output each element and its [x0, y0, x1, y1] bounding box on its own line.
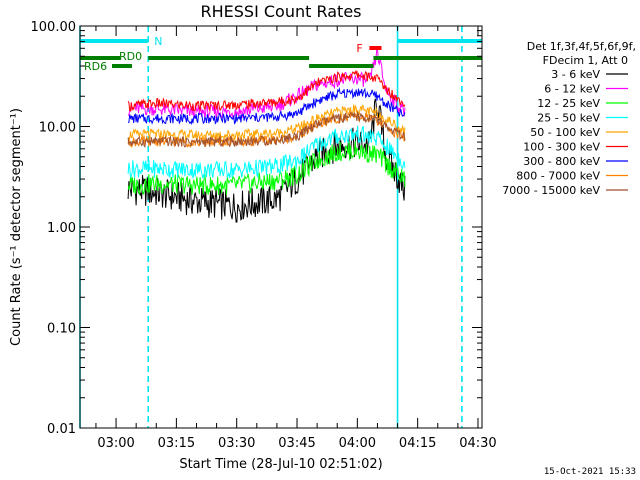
y-tick-label: 1.00 — [47, 221, 76, 236]
rd6-label: RD6 — [84, 60, 107, 73]
y-axis: 0.01 0.10 1.00 10.00 100.00 — [31, 20, 482, 437]
y-tick-label: 10.00 — [39, 121, 76, 136]
x-tick-label: 04:15 — [399, 436, 436, 451]
x-tick-label: 03:00 — [97, 436, 134, 451]
legend-header: Det 1f,3f,4f,5f,6f,9f, — [527, 40, 636, 53]
x-tick-label: 03:30 — [218, 436, 255, 451]
x-tick-label: 03:45 — [278, 436, 315, 451]
series-line — [127, 86, 406, 126]
x-axis-title: Start Time (28-Jul-10 02:51:02) — [179, 457, 382, 472]
legend-entry: 12 - 25 keV — [537, 97, 600, 110]
y-tick-label: 0.10 — [47, 322, 76, 337]
flare-label: F — [356, 42, 362, 55]
y-tick-label: 0.01 — [47, 422, 76, 437]
legend-entry: 7000 - 15000 keV — [502, 184, 600, 197]
series-line — [127, 98, 406, 223]
series-line — [127, 141, 406, 196]
series-line — [127, 69, 406, 113]
y-axis-title: Count Rate (s⁻¹ detector segment⁻¹) — [9, 108, 24, 346]
footer-timestamp: 15-Oct-2021 15:33 — [544, 467, 636, 477]
legend-entry: 100 - 300 keV — [523, 141, 600, 154]
rd0-label: RD0 — [119, 50, 142, 63]
x-axis: 03:00 03:15 03:30 03:45 04:00 04:15 04:30 — [95, 26, 497, 451]
x-tick-label: 04:00 — [339, 436, 376, 451]
series-line — [127, 110, 406, 148]
legend-entry: 3 - 6 keV — [551, 68, 600, 81]
legend-entry: 800 - 7000 keV — [516, 170, 600, 183]
series-line — [127, 125, 406, 179]
legend: Det 1f,3f,4f,5f,6f,9f,FDecim 1, Att 03 -… — [502, 40, 636, 197]
legend-entry: 50 - 100 keV — [530, 126, 600, 139]
chart-title: RHESSI Count Rates — [201, 2, 362, 21]
legend-header: FDecim 1, Att 0 — [543, 54, 628, 67]
legend-entry: 6 - 12 keV — [544, 83, 600, 96]
night-label: N — [154, 35, 162, 48]
y-axis-title-text: Count Rate (s⁻¹ detector segment⁻¹) — [9, 108, 24, 346]
state-annotations: N RD6 RD0 F — [80, 35, 482, 73]
y-tick-label: 100.00 — [31, 20, 77, 35]
series-lines — [127, 48, 406, 223]
legend-entry: 300 - 800 keV — [523, 155, 600, 168]
legend-entry: 25 - 50 keV — [537, 112, 600, 125]
x-tick-label: 04:30 — [459, 436, 496, 451]
x-tick-label: 03:15 — [158, 436, 195, 451]
